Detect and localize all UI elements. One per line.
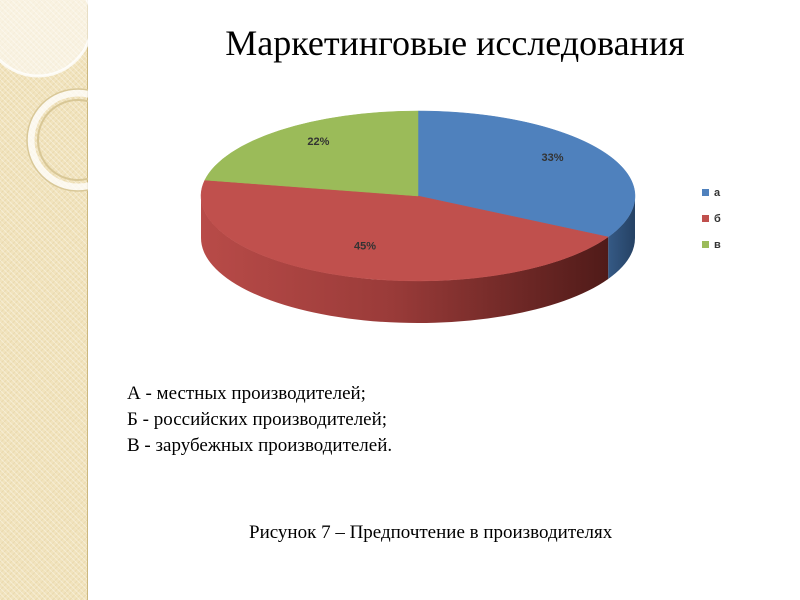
figure-caption: Рисунок 7 – Предпочтение в производителя… (249, 522, 613, 543)
data-label-б: 45% (354, 241, 376, 253)
decorative-circle-top (0, 0, 88, 78)
legend-label-а: а (714, 187, 721, 199)
decorative-circles (0, 0, 88, 192)
legend-swatch-в (702, 241, 709, 248)
pie-top-faces (200, 110, 636, 282)
pie-side-б (201, 196, 609, 324)
note-line-b: Б - российских производителей; (127, 409, 388, 430)
data-label-а: 33% (541, 152, 563, 164)
pie-side-а (608, 196, 635, 279)
legend-label-в: в (714, 239, 721, 251)
decorative-side-strip (0, 0, 88, 600)
pie-data-labels: 33% 45% 22% (307, 136, 563, 253)
pie-side-faces (201, 196, 635, 324)
legend-swatch-б (702, 215, 709, 222)
pie-slice-в (204, 110, 419, 197)
note-line-c: В - зарубежных производителей. (127, 435, 393, 456)
decorative-ring-outer (27, 89, 88, 191)
category-notes: А - местных производителей; Б - российск… (127, 381, 392, 459)
slide-title: Маркетинговые исследования (225, 23, 685, 63)
decorative-ring-shadow (26, 88, 88, 192)
chart-legend: а б в (702, 187, 721, 251)
data-label-в: 22% (307, 136, 329, 148)
pie-slice-а (417, 110, 636, 238)
note-line-a: А - местных производителей; (127, 383, 366, 404)
legend-label-б: б (714, 213, 721, 225)
legend-swatch-а (702, 189, 709, 196)
decorative-ring-inner (37, 99, 88, 181)
pie-slice-б (200, 179, 609, 282)
